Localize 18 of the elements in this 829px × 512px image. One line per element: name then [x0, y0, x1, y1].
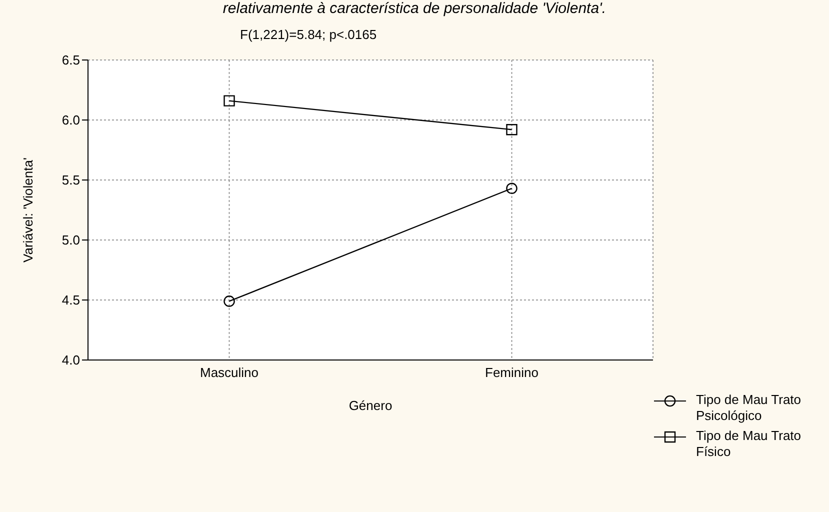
- y-tick-label: 4.0: [62, 352, 80, 368]
- point: [224, 95, 235, 106]
- legend-label: Tipo de Mau Trato Psicológico: [696, 392, 802, 424]
- x-tick-label: Feminino: [485, 365, 538, 380]
- point: [506, 182, 518, 194]
- y-tick-label: 6.0: [62, 112, 80, 128]
- y-tick-label: 4.5: [62, 292, 80, 308]
- legend-label: Tipo de Mau Trato Físico: [696, 428, 802, 460]
- y-tick-label: 6.5: [62, 52, 80, 68]
- chart-title: relativamente à característica de personalidade 'Violenta'.: [222, 0, 608, 17]
- x-axis-title: Género: [348, 398, 392, 413]
- chart-subtitle: F(1,221)=5.84; p<.0165: [240, 27, 377, 42]
- y-tick-label: 5.0: [62, 232, 80, 248]
- point: [224, 296, 235, 307]
- point: [506, 124, 518, 136]
- x-tick-label: Masculino: [200, 365, 259, 380]
- y-tick-label: 5.5: [62, 172, 80, 188]
- y-axis-title: Variável: 'Violenta': [20, 158, 36, 262]
